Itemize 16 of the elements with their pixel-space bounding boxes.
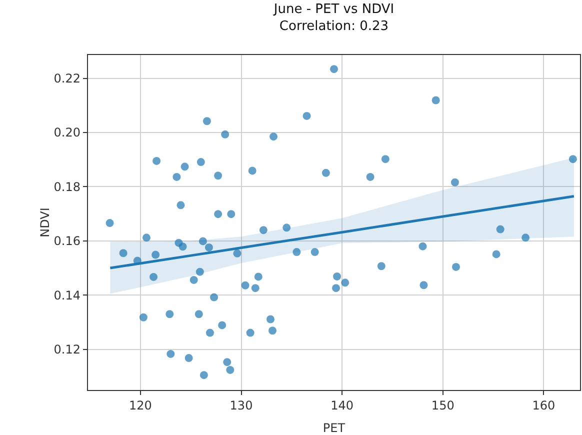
x-tick-label: 140 xyxy=(330,398,354,412)
x-tick-label: 150 xyxy=(431,398,454,412)
chart-subtitle: Correlation: 0.23 xyxy=(279,18,389,34)
y-tick-label: 0.14 xyxy=(54,288,80,302)
chart-title: June - PET vs NDVI xyxy=(272,2,394,18)
line-series xyxy=(108,194,576,270)
x-tick-label: 120 xyxy=(128,398,152,412)
x-axis-title: PET xyxy=(322,421,346,435)
x-tick-label: 160 xyxy=(532,398,556,412)
y-tick-label: 0.18 xyxy=(54,180,80,194)
y-tick-label: 0.16 xyxy=(54,234,80,248)
y-axis-title: NDVI xyxy=(38,208,52,238)
x-tick-label: 130 xyxy=(230,398,253,412)
y-tick-label: 0.22 xyxy=(54,72,80,86)
y-tick-label: 0.20 xyxy=(54,126,80,140)
y-tick-label: 0.12 xyxy=(54,342,80,357)
